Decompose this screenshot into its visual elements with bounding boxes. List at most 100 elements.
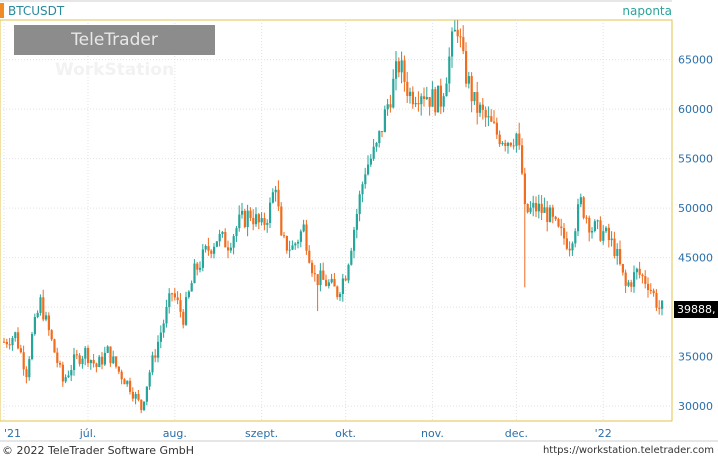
candle-body xyxy=(11,338,14,346)
candle-body xyxy=(568,248,571,251)
candle-body xyxy=(299,231,302,242)
footer-url[interactable]: https://workstation.teletrader.com xyxy=(542,445,714,456)
candle-body xyxy=(165,307,168,324)
candle-body xyxy=(151,355,154,373)
candle-body xyxy=(311,262,314,274)
candle-body xyxy=(173,293,176,298)
candle-body xyxy=(59,362,62,365)
candle-body xyxy=(613,238,616,256)
candle-body xyxy=(56,352,59,363)
candle-body xyxy=(143,401,146,410)
candle-body xyxy=(280,206,283,236)
candle-body xyxy=(621,264,624,273)
candle-body xyxy=(218,234,221,242)
candle-body xyxy=(288,249,291,251)
candle-body xyxy=(19,348,22,353)
candle-body xyxy=(417,103,420,105)
candle-body xyxy=(655,293,658,308)
candle-body xyxy=(406,81,409,96)
candle-body xyxy=(182,311,185,325)
candle-body xyxy=(423,96,426,99)
candle-body xyxy=(115,356,118,367)
candle-body xyxy=(70,370,73,376)
candle-body xyxy=(515,133,518,146)
candle-body xyxy=(339,294,342,297)
candle-body xyxy=(64,377,67,382)
candle-body xyxy=(420,96,423,105)
candle-body xyxy=(47,315,50,331)
watermark-logo: TeleTrader WorkStation xyxy=(14,25,215,80)
candle-body xyxy=(215,241,218,247)
candle-body xyxy=(400,60,403,73)
candle-body xyxy=(414,103,417,105)
candle-body xyxy=(481,104,484,110)
candle-body xyxy=(39,297,42,313)
candle-body xyxy=(591,230,594,233)
y-tick-label: 65000 xyxy=(678,54,713,67)
candle-body xyxy=(61,364,64,382)
candle-body xyxy=(574,231,577,244)
candle-body xyxy=(75,354,78,356)
candle-body xyxy=(546,207,549,222)
candle-body xyxy=(470,76,473,102)
candle-body xyxy=(263,218,266,225)
symbol-label[interactable]: BTCUSDT xyxy=(8,4,65,18)
watermark-brand: TeleTrader xyxy=(71,30,158,50)
candle-body xyxy=(579,197,582,205)
candle-body xyxy=(585,217,588,219)
symbol-marker-icon xyxy=(0,3,4,18)
candle-body xyxy=(490,116,493,122)
candle-body xyxy=(560,226,563,229)
candle-body xyxy=(652,290,655,294)
candle-body xyxy=(252,218,255,225)
candle-body xyxy=(185,297,188,325)
candle-body xyxy=(294,243,297,246)
x-tick-label: '22 xyxy=(595,427,612,440)
candle-body xyxy=(529,207,532,213)
candle-body xyxy=(484,109,487,118)
candle-body xyxy=(644,276,647,284)
candle-body xyxy=(283,235,286,237)
candle-body xyxy=(563,228,566,239)
candle-body xyxy=(638,268,641,275)
candle-body xyxy=(274,189,277,193)
candle-body xyxy=(465,51,468,84)
candle-body xyxy=(285,235,288,251)
candle-body xyxy=(624,272,627,286)
candle-body xyxy=(73,354,76,371)
candle-body xyxy=(327,282,330,286)
candle-body xyxy=(596,220,599,222)
candle-body xyxy=(521,145,524,174)
candle-body xyxy=(22,352,25,370)
y-tick-label: 60000 xyxy=(678,103,713,116)
candle-body xyxy=(92,360,95,364)
candle-body xyxy=(176,297,179,301)
candle-body xyxy=(501,142,504,145)
candle-body xyxy=(518,133,521,146)
x-tick-label: aug. xyxy=(163,427,187,440)
candle-body xyxy=(84,347,87,359)
candle-body xyxy=(512,145,515,147)
x-tick-label: okt. xyxy=(335,427,356,440)
candle-body xyxy=(588,217,591,233)
candle-body xyxy=(213,246,216,254)
candle-body xyxy=(599,220,602,241)
candle-body xyxy=(616,249,619,256)
candle-body xyxy=(358,194,361,214)
candle-body xyxy=(238,214,241,229)
candle-body xyxy=(381,131,384,133)
candle-body xyxy=(602,231,605,241)
candle-body xyxy=(45,315,48,320)
period-label[interactable]: naponta xyxy=(622,4,672,18)
candle-body xyxy=(117,366,120,372)
candle-body xyxy=(126,380,129,385)
candle-body xyxy=(619,249,622,265)
candle-body xyxy=(507,142,510,147)
candle-body xyxy=(347,264,350,281)
candle-body xyxy=(375,143,378,147)
candle-body xyxy=(140,399,143,410)
candle-body xyxy=(199,267,202,270)
candle-body xyxy=(658,307,661,309)
